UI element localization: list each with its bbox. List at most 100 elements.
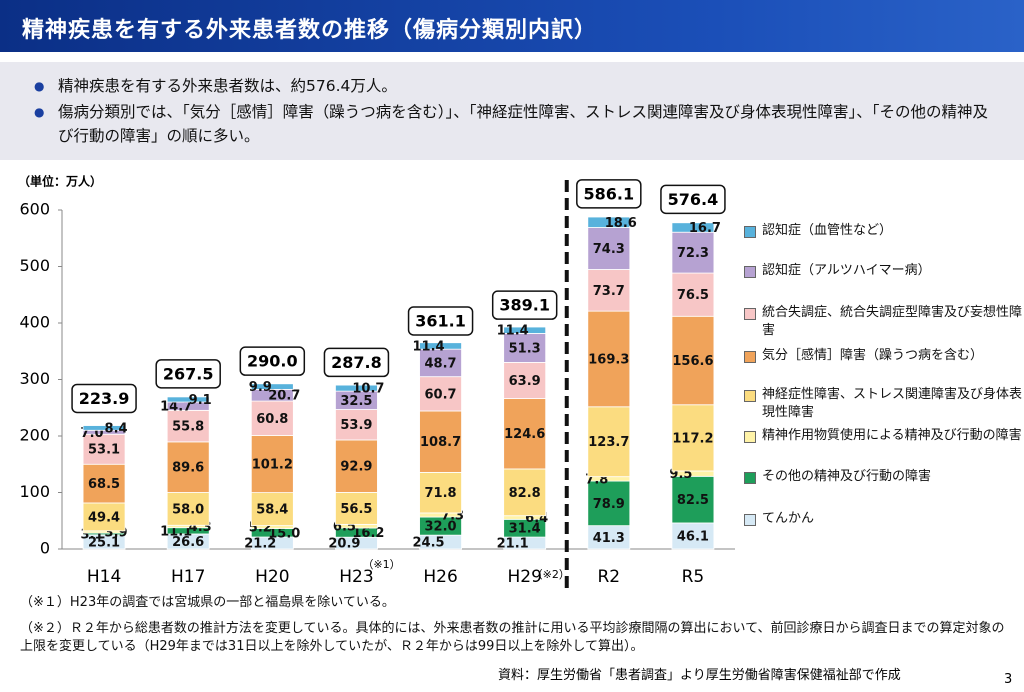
data-label: 76.5 — [677, 288, 709, 303]
footnote: （※１）H23年の調査では宮城県の一部と福島県を除いている。 — [20, 595, 395, 610]
bar-segment — [587, 406, 631, 478]
data-label: 78.9 — [593, 497, 625, 512]
bar-segment — [166, 409, 210, 443]
legend-swatch — [744, 390, 756, 402]
bar-segment — [587, 480, 631, 527]
x-tick-label: R2 — [597, 567, 620, 587]
bar-segment — [250, 435, 294, 494]
x-tick-label: H17 — [171, 567, 205, 587]
data-label: 10.7 — [352, 382, 384, 397]
data-label: 24.5 — [413, 536, 445, 551]
x-tick-label: R5 — [682, 567, 705, 587]
summary-box: 精神疾患を有する外来患者数は、約576.4万人。 傷病分類別では、「気分［感情］… — [0, 62, 1024, 160]
bar-segment — [587, 216, 631, 228]
legend-entry: 認知症（アルツハイマー病） — [744, 262, 1024, 280]
data-label: 16.2 — [352, 526, 384, 541]
data-label: 56.5 — [340, 502, 372, 517]
data-label: 108.7 — [420, 435, 461, 450]
data-label: 48.7 — [425, 356, 457, 371]
data-label: 11.4 — [497, 324, 529, 339]
data-label: 89.6 — [172, 461, 204, 476]
data-label: 51.3 — [509, 341, 541, 356]
data-label: 21.2 — [244, 537, 276, 552]
source: 資料：厚生労働省「患者調査」より厚生労働省障害保健福祉部で作成 — [498, 668, 901, 683]
bar-segment — [503, 468, 547, 517]
data-label: 46.1 — [677, 529, 709, 544]
total-label: 389.1 — [499, 296, 550, 315]
data-label: 71.8 — [425, 486, 457, 501]
data-label: 55.8 — [172, 420, 204, 435]
data-label: 73.7 — [593, 284, 625, 299]
data-label: 41.3 — [593, 531, 625, 546]
legend-swatch — [744, 514, 756, 526]
y-tick-label: 600 — [19, 200, 50, 219]
bar-segment — [419, 348, 462, 378]
data-label: 53.9 — [340, 418, 372, 433]
bullet: 傷病分類別では、「気分［感情］障害（躁うつ病を含む）」、「神経症性障害、ストレス… — [34, 100, 998, 148]
data-label: 101.2 — [252, 458, 293, 473]
header-bar: 精神疾患を有する外来患者数の推移（傷病分類別内訳） — [0, 0, 1024, 52]
bar-segment — [587, 310, 631, 408]
data-label: 82.5 — [677, 493, 709, 508]
data-label: 8.4 — [105, 421, 128, 436]
data-label: 60.8 — [256, 412, 288, 427]
legend-label: 認知症（血管性など） — [762, 223, 893, 238]
data-label: 68.5 — [88, 477, 120, 492]
data-label: 117.2 — [672, 431, 713, 446]
total-box — [239, 346, 306, 376]
x-tick-label: H26 — [423, 567, 457, 587]
y-tick-label: 0 — [40, 539, 50, 558]
data-label: 49.4 — [88, 510, 120, 525]
data-label: 32.5 — [340, 394, 372, 409]
annotation: （※2） — [532, 568, 570, 581]
bar-segment — [671, 475, 715, 524]
y-tick-label: 300 — [19, 369, 50, 388]
data-label: 21.1 — [497, 537, 529, 552]
data-label: 32.0 — [425, 520, 457, 535]
data-label: 14.7 — [160, 400, 192, 415]
legend-swatch — [744, 472, 756, 484]
data-label: 82.8 — [509, 486, 541, 501]
bar-segment — [671, 272, 715, 317]
bar-segment — [166, 396, 210, 403]
x-tick-label: H29 — [507, 567, 541, 587]
bar-segment — [503, 398, 547, 470]
data-label: 72.3 — [677, 246, 709, 261]
bar-segment — [419, 376, 462, 412]
x-tick-label: H14 — [87, 567, 121, 587]
bar-segment — [82, 425, 126, 431]
data-label: 31.4 — [509, 522, 541, 537]
data-label: 11.4 — [413, 339, 445, 354]
y-tick-label: 400 — [19, 313, 50, 332]
bar-segment — [503, 333, 547, 363]
bar-segment — [671, 404, 715, 472]
legend-swatch — [744, 308, 756, 320]
bar-segment — [250, 383, 294, 390]
legend-label: 神経症性障害、ストレス関連障害及び身体表現性障害 — [762, 387, 1023, 420]
bullet: 精神疾患を有する外来患者数は、約576.4万人。 — [34, 74, 998, 98]
data-label: 63.9 — [509, 374, 541, 389]
total-box — [660, 184, 726, 215]
annotation: （※1） — [362, 558, 400, 571]
data-label: 58.4 — [256, 503, 288, 518]
legend-swatch — [744, 226, 756, 238]
bar-segment — [82, 463, 126, 504]
bar-segment — [671, 522, 715, 550]
x-tick-label: H20 — [255, 567, 289, 587]
data-label: 9.1 — [189, 393, 212, 408]
bar-segment — [503, 362, 547, 399]
bar-segment — [419, 342, 462, 350]
data-label: 60.7 — [425, 387, 457, 402]
total-box — [155, 359, 221, 389]
bar-segment — [587, 227, 631, 270]
bar-segment — [419, 471, 462, 514]
legend-entry: 気分［感情］障害（躁うつ病を含む） — [744, 347, 1024, 365]
bar-segment — [335, 384, 378, 392]
bar-segment — [166, 492, 210, 526]
legend-entry: その他の精神及び行動の障害 — [744, 468, 1024, 486]
total-label: 290.0 — [247, 352, 298, 371]
data-label: 123.7 — [588, 435, 629, 450]
legend-swatch — [744, 431, 756, 443]
total-box — [576, 179, 642, 209]
legend-entry: てんかん — [744, 510, 1024, 528]
